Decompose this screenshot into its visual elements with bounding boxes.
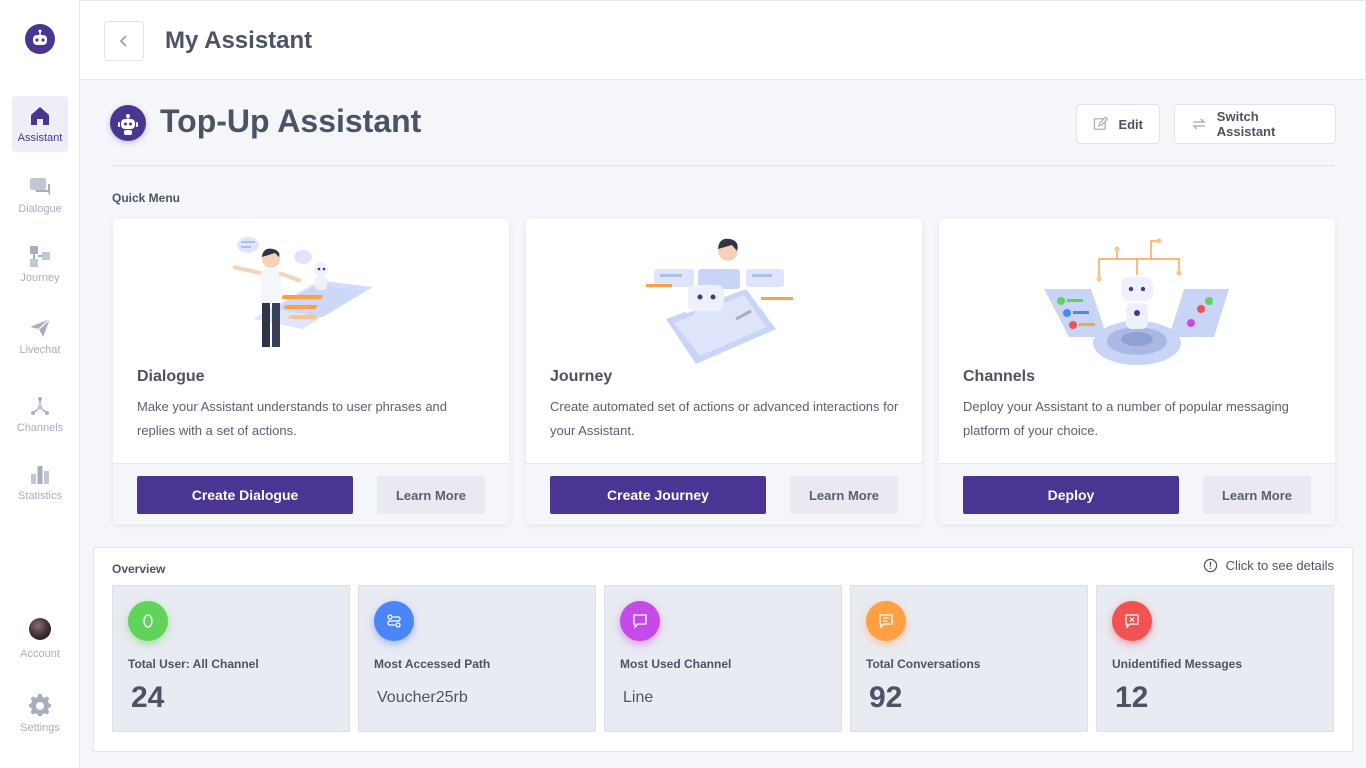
journey-illustration xyxy=(646,238,793,364)
stat-label: Total Conversations xyxy=(866,657,981,671)
deploy-button[interactable]: Deploy xyxy=(963,476,1179,514)
edit-label: Edit xyxy=(1118,116,1143,132)
divider xyxy=(112,165,1335,166)
learn-more-button[interactable]: Learn More xyxy=(377,476,485,514)
stat-label: Most Accessed Path xyxy=(374,657,491,671)
back-button[interactable] xyxy=(104,21,144,61)
sidebar-item-statistics[interactable]: Statistics xyxy=(12,462,68,502)
stat-label: Most Used Channel xyxy=(620,657,732,671)
quick-menu-title: Quick Menu xyxy=(112,191,181,205)
card-description: Create automated set of actions or advan… xyxy=(550,399,899,438)
chat-icon xyxy=(30,178,50,196)
assistant-avatar-icon xyxy=(110,105,146,141)
page-title: My Assistant xyxy=(165,27,313,54)
message-icon xyxy=(620,601,660,641)
sidebar-item-label: Settings xyxy=(20,722,60,734)
journey-card: Journey Create automated set of actions … xyxy=(526,219,922,524)
dialogue-illustration xyxy=(232,237,373,347)
sidebar-item-label: Account xyxy=(20,648,60,660)
bar-chart-icon xyxy=(31,466,49,484)
sidebar-item-label: Assistant xyxy=(17,132,63,144)
see-details-link[interactable]: Click to see details xyxy=(1203,558,1334,573)
stat-value: 24 xyxy=(131,681,165,714)
stat-card-total-conversations[interactable]: Total Conversations 92 xyxy=(850,585,1088,732)
stat-card-unidentified-messages[interactable]: Unidentified Messages 12 xyxy=(1096,585,1334,732)
edit-button[interactable]: Edit xyxy=(1076,104,1160,144)
conversation-icon xyxy=(866,601,906,641)
sidebar-item-account[interactable]: Account xyxy=(12,618,68,660)
sidebar-item-journey[interactable]: Journey xyxy=(12,244,68,284)
info-icon xyxy=(1203,558,1217,573)
bot-logo-icon[interactable] xyxy=(24,24,56,56)
sidebar-item-label: Channels xyxy=(16,422,64,434)
stat-value: Voucher25rb xyxy=(377,689,468,706)
see-details-label: Click to see details xyxy=(1225,558,1334,573)
sidebar-item-label: Journey xyxy=(20,272,60,284)
switch-assistant-label: Switch Assistant xyxy=(1216,109,1276,139)
card-description: Make your Assistant understands to user … xyxy=(137,399,448,438)
dialogue-card: Dialogue Make your Assistant understands… xyxy=(113,219,509,524)
card-title: Dialogue xyxy=(137,368,205,385)
create-dialogue-button[interactable]: Create Dialogue xyxy=(137,476,353,514)
path-icon xyxy=(374,601,414,641)
sidebar-item-assistant[interactable]: Assistant xyxy=(12,96,68,152)
stat-card-most-accessed-path[interactable]: Most Accessed Path Voucher25rb xyxy=(358,585,596,732)
leaf-icon xyxy=(128,601,168,641)
assistant-name: Top-Up Assistant xyxy=(160,103,422,139)
avatar xyxy=(29,618,51,640)
channels-illustration xyxy=(1044,238,1229,365)
unknown-message-icon xyxy=(1112,601,1152,641)
channels-card: Channels Deploy your Assistant to a numb… xyxy=(939,219,1335,524)
sidebar: Assistant Dialogue Journey Livechat xyxy=(0,0,80,768)
create-journey-button[interactable]: Create Journey xyxy=(550,476,766,514)
channels-icon xyxy=(31,397,49,415)
switch-icon xyxy=(1192,118,1206,130)
stat-label: Total User: All Channel xyxy=(128,657,259,671)
top-header: My Assistant xyxy=(80,0,1366,80)
stat-value: Line xyxy=(623,689,654,706)
sidebar-item-channels[interactable]: Channels xyxy=(12,394,68,434)
switch-assistant-button[interactable]: Switch Assistant xyxy=(1174,104,1336,144)
flow-icon xyxy=(30,246,50,267)
card-title: Channels xyxy=(963,368,1036,385)
card-footer: Create Dialogue Learn More xyxy=(113,463,509,524)
stat-card-total-user[interactable]: Total User: All Channel 24 xyxy=(112,585,350,732)
stat-value: 12 xyxy=(1115,681,1149,714)
learn-more-button[interactable]: Learn More xyxy=(790,476,898,514)
send-icon xyxy=(30,318,51,337)
sidebar-item-settings[interactable]: Settings xyxy=(12,694,68,734)
overview-title: Overview xyxy=(112,562,166,576)
sidebar-item-label: Livechat xyxy=(19,344,61,356)
stat-card-most-used-channel[interactable]: Most Used Channel Line xyxy=(604,585,842,732)
edit-icon xyxy=(1093,116,1109,130)
card-title: Journey xyxy=(550,368,613,385)
home-icon xyxy=(31,107,49,125)
card-description: Deploy your Assistant to a number of pop… xyxy=(963,399,1289,438)
sidebar-item-dialogue[interactable]: Dialogue xyxy=(12,175,68,215)
chevron-left-icon xyxy=(119,35,127,47)
overview-panel: Overview Click to see details Total User… xyxy=(93,547,1353,752)
learn-more-button[interactable]: Learn More xyxy=(1203,476,1311,514)
sidebar-item-label: Statistics xyxy=(17,490,62,502)
gear-icon xyxy=(28,694,51,717)
card-footer: Create Journey Learn More xyxy=(526,463,922,524)
stat-label: Unidentified Messages xyxy=(1112,657,1243,671)
card-footer: Deploy Learn More xyxy=(939,463,1335,524)
sidebar-item-livechat[interactable]: Livechat xyxy=(12,316,68,356)
sidebar-item-label: Dialogue xyxy=(18,203,62,215)
stat-value: 92 xyxy=(869,681,903,714)
